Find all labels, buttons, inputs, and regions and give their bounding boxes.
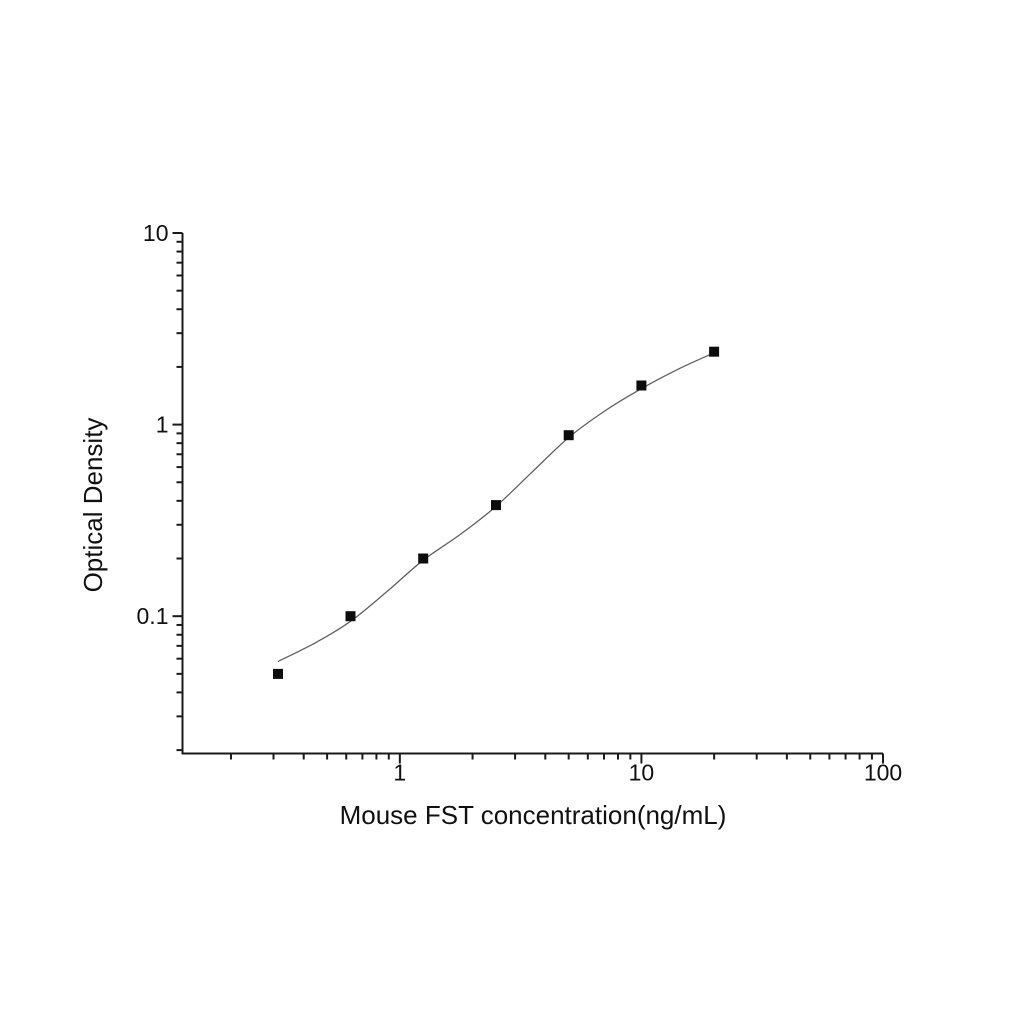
y-axis-title: Optical Density (78, 418, 108, 593)
data-point-marker (273, 668, 283, 679)
data-point-marker (636, 380, 647, 391)
axes-layer (181, 233, 883, 755)
x-tick-label: 10 (629, 760, 655, 786)
y-tick-label: 0.1 (137, 603, 169, 629)
data-point-marker (709, 346, 720, 357)
ticks-layer (172, 232, 884, 764)
axis-spines (181, 233, 883, 755)
data-point-marker (491, 500, 501, 511)
x-axis-title: Mouse FST concentration(ng/mL) (340, 800, 727, 830)
x-tick-label: 100 (864, 760, 902, 786)
data-point-marker (418, 553, 429, 564)
y-tick-label: 10 (143, 220, 169, 246)
plot-layer (273, 346, 720, 679)
x-tick-label: 1 (393, 760, 406, 786)
tick-labels-layer: 1 10 100 10 1 0.1 (137, 220, 903, 786)
data-point-marker (563, 430, 574, 441)
data-point-marker (345, 611, 356, 622)
y-tick-label: 1 (156, 412, 169, 438)
